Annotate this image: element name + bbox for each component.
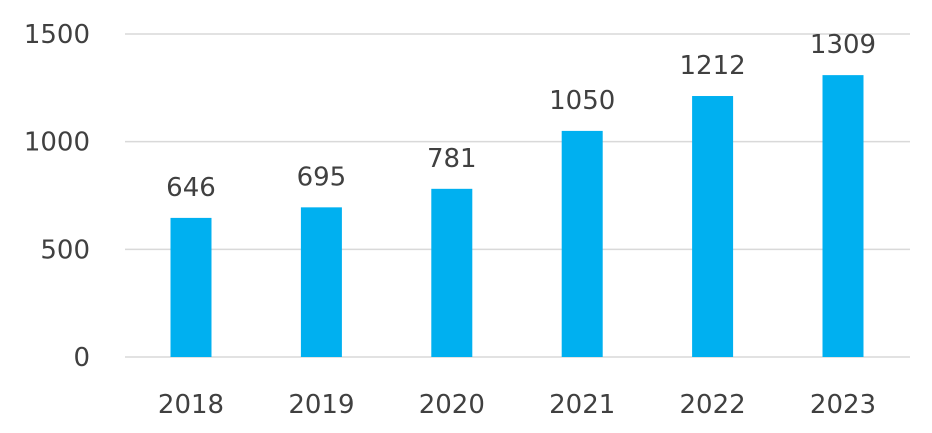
y-tick-label-500: 500 <box>40 235 90 265</box>
x-tick-label-2022: 2022 <box>680 390 746 420</box>
bar-2020 <box>431 188 473 357</box>
bar-2018 <box>170 217 212 357</box>
x-tick-label-2019: 2019 <box>288 390 354 420</box>
y-tick-label-0: 0 <box>73 343 90 373</box>
data-label-2020: 781 <box>427 144 477 174</box>
bar-2019 <box>300 207 342 357</box>
data-label-2018: 646 <box>166 173 216 203</box>
data-label-2023: 1309 <box>810 30 876 60</box>
bar-2023 <box>822 75 864 358</box>
data-label-2022: 1212 <box>680 51 746 81</box>
y-tick-label-1500: 1500 <box>24 20 90 50</box>
data-label-2021: 1050 <box>549 86 615 116</box>
data-label-2019: 695 <box>297 162 347 192</box>
y-axis-tick-labels: 0 500 1000 1500 <box>24 20 90 373</box>
bars <box>170 75 864 358</box>
gridlines <box>125 33 910 358</box>
x-tick-label-2020: 2020 <box>419 390 485 420</box>
x-axis-tick-labels: 2018 2019 2020 2021 2022 2023 <box>158 390 876 420</box>
x-tick-label-2021: 2021 <box>549 390 615 420</box>
bar-2022 <box>692 96 734 358</box>
data-labels: 646 695 781 1050 1212 1309 <box>166 30 876 203</box>
bar-2021 <box>561 130 603 357</box>
y-tick-label-1000: 1000 <box>24 128 90 158</box>
x-tick-label-2023: 2023 <box>810 390 876 420</box>
x-tick-label-2018: 2018 <box>158 390 224 420</box>
